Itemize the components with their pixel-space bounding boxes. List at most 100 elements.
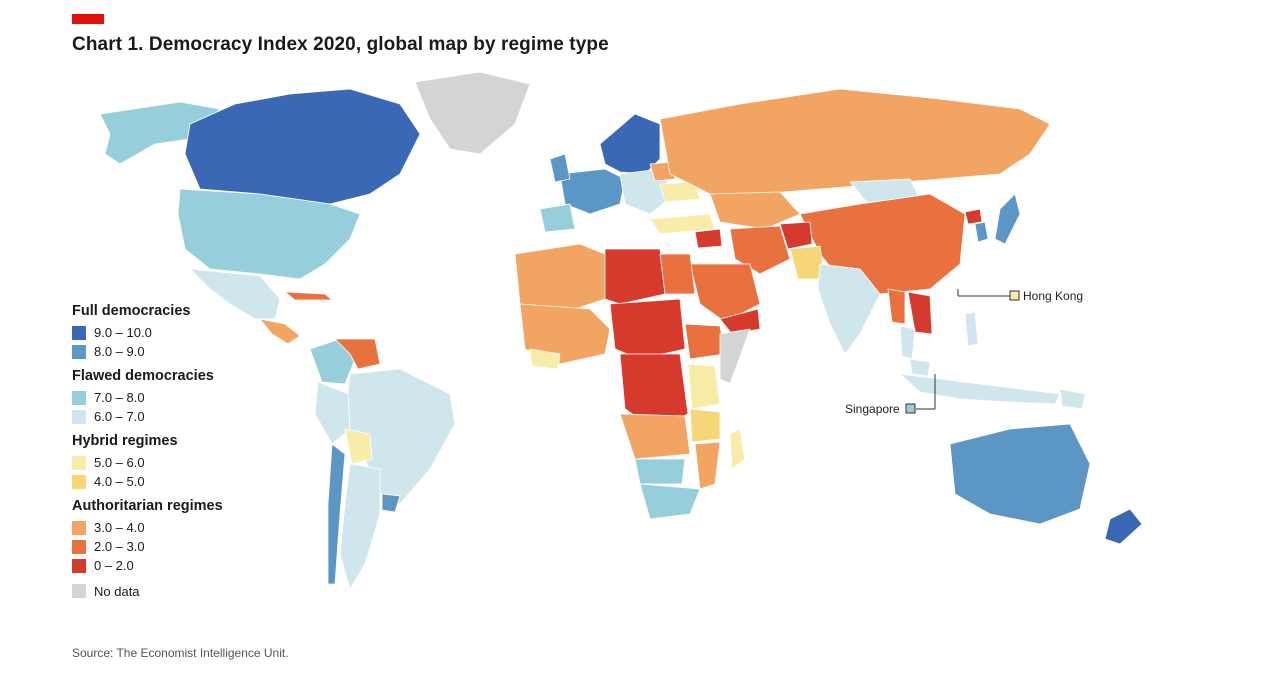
legend-label: 7.0 – 8.0 bbox=[94, 390, 145, 405]
region-namibia-botswana bbox=[634, 458, 686, 485]
region-bolivia bbox=[344, 428, 373, 465]
region-greenland bbox=[414, 71, 531, 155]
legend-item: 0 – 2.0 bbox=[72, 556, 272, 575]
region-north-korea bbox=[964, 208, 983, 225]
legend-swatch bbox=[72, 474, 86, 489]
legend-swatch bbox=[72, 325, 86, 340]
legend-label: 0 – 2.0 bbox=[94, 558, 134, 573]
region-colombia bbox=[309, 338, 356, 385]
region-egypt bbox=[659, 253, 696, 295]
region-indonesia bbox=[899, 373, 1061, 405]
region-myanmar bbox=[887, 288, 906, 325]
legend-item: 9.0 – 10.0 bbox=[72, 323, 272, 342]
legend-swatch bbox=[72, 584, 86, 598]
region-alaska bbox=[99, 101, 221, 165]
legend-label: 3.0 – 4.0 bbox=[94, 520, 145, 535]
legend-swatch bbox=[72, 455, 86, 470]
region-uruguay bbox=[381, 493, 401, 513]
region-syria bbox=[694, 228, 723, 249]
region-chad-sudan bbox=[609, 298, 686, 360]
legend-group-authoritarian: Authoritarian regimes 3.0 – 4.0 2.0 – 3.… bbox=[72, 497, 272, 575]
legend-swatch bbox=[72, 539, 86, 554]
region-angola-zambia bbox=[619, 413, 691, 460]
legend-swatch bbox=[72, 520, 86, 535]
region-ghana-senegal bbox=[529, 348, 561, 370]
region-iberia bbox=[539, 203, 576, 233]
region-malaysia bbox=[909, 358, 931, 377]
legend-item: 5.0 – 6.0 bbox=[72, 453, 272, 472]
legend-item: 8.0 – 9.0 bbox=[72, 342, 272, 361]
region-ethiopia bbox=[684, 323, 726, 360]
legend-no-data: No data bbox=[72, 581, 272, 601]
legend-label: 9.0 – 10.0 bbox=[94, 325, 152, 340]
singapore-callout: Singapore bbox=[845, 374, 936, 416]
chart-title: Chart 1. Democracy Index 2020, global ma… bbox=[72, 34, 609, 55]
region-iran bbox=[729, 225, 791, 275]
region-tanzania bbox=[689, 408, 721, 443]
region-russia bbox=[659, 88, 1051, 195]
region-central-america bbox=[259, 318, 301, 345]
region-somalia bbox=[719, 328, 751, 385]
region-western-europe bbox=[559, 168, 626, 215]
region-thailand bbox=[899, 325, 916, 360]
region-kazakhstan bbox=[709, 191, 801, 230]
region-south-korea bbox=[974, 221, 989, 243]
region-peru bbox=[314, 381, 351, 445]
region-png bbox=[1059, 388, 1086, 410]
legend-group-flawed: Flawed democracies 7.0 – 8.0 6.0 – 7.0 bbox=[72, 367, 272, 426]
legend-item: 4.0 – 5.0 bbox=[72, 472, 272, 491]
region-libya bbox=[604, 248, 666, 305]
legend-group-full: Full democracies 9.0 – 10.0 8.0 – 9.0 bbox=[72, 302, 272, 361]
region-west-africa bbox=[519, 303, 611, 365]
region-chile bbox=[327, 443, 346, 585]
legend-item: 6.0 – 7.0 bbox=[72, 407, 272, 426]
legend-group-title: Full democracies bbox=[72, 303, 191, 319]
region-argentina bbox=[339, 463, 381, 590]
legend-group-title: Hybrid regimes bbox=[72, 433, 178, 449]
legend-swatch bbox=[72, 344, 86, 359]
legend-swatch bbox=[72, 390, 86, 405]
region-east-africa bbox=[687, 363, 721, 410]
region-turkey bbox=[649, 213, 716, 235]
legend: Full democracies 9.0 – 10.0 8.0 – 9.0 Fl… bbox=[72, 302, 272, 601]
region-philippines bbox=[964, 311, 979, 347]
region-australia bbox=[949, 423, 1091, 525]
region-north-africa-west bbox=[514, 243, 606, 315]
legend-group-title: Flawed democracies bbox=[72, 368, 214, 384]
region-madagascar bbox=[729, 428, 746, 470]
region-afghanistan bbox=[779, 221, 813, 250]
legend-swatch bbox=[72, 558, 86, 573]
accent-bar bbox=[72, 14, 104, 24]
region-india bbox=[817, 263, 881, 355]
singapore-label: Singapore bbox=[845, 402, 900, 416]
source-note: Source: The Economist Intelligence Unit. bbox=[72, 646, 289, 660]
region-yemen bbox=[719, 308, 761, 335]
region-indochina bbox=[907, 291, 933, 335]
legend-label: 2.0 – 3.0 bbox=[94, 539, 145, 554]
legend-label: 4.0 – 5.0 bbox=[94, 474, 145, 489]
legend-item: 3.0 – 4.0 bbox=[72, 518, 272, 537]
region-venezuela bbox=[334, 338, 381, 370]
region-japan bbox=[994, 193, 1021, 245]
region-ukraine bbox=[659, 181, 701, 203]
hong-kong-label: Hong Kong bbox=[1023, 289, 1083, 303]
world-map: Hong Kong Singapore bbox=[99, 71, 1143, 590]
region-cuba bbox=[284, 291, 333, 301]
legend-group-hybrid: Hybrid regimes 5.0 – 6.0 4.0 – 5.0 bbox=[72, 432, 272, 491]
legend-label: No data bbox=[94, 583, 140, 599]
legend-item: 2.0 – 3.0 bbox=[72, 537, 272, 556]
legend-swatch bbox=[72, 409, 86, 424]
hong-kong-callout: Hong Kong bbox=[957, 289, 1083, 303]
region-mozambique bbox=[694, 441, 721, 490]
region-south-africa bbox=[639, 483, 701, 520]
region-usa bbox=[177, 188, 361, 280]
legend-label: 8.0 – 9.0 bbox=[94, 344, 145, 359]
legend-item: 7.0 – 8.0 bbox=[72, 388, 272, 407]
legend-label: 5.0 – 6.0 bbox=[94, 455, 145, 470]
region-mexico bbox=[189, 268, 281, 320]
region-uk bbox=[549, 153, 571, 183]
legend-label: 6.0 – 7.0 bbox=[94, 409, 145, 424]
legend-group-title: Authoritarian regimes bbox=[72, 498, 223, 514]
region-canada bbox=[184, 88, 421, 205]
region-new-zealand bbox=[1104, 508, 1143, 545]
